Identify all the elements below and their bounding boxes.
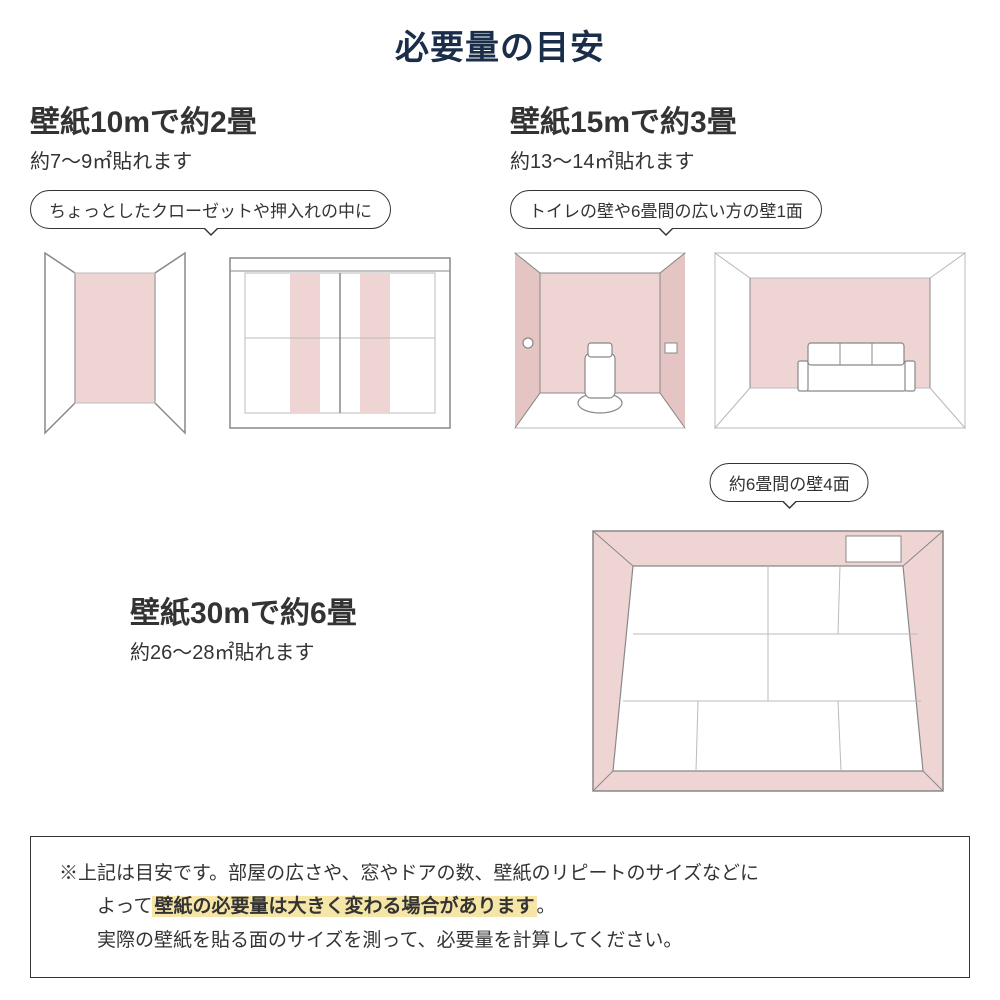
note-punct: 。 <box>537 896 556 917</box>
note-line3: 実際の壁紙を貼る面のサイズを測って、必要量を計算してください。 <box>59 924 941 957</box>
page-title: 必要量の目安 <box>30 20 970 69</box>
room-6jo-illustration <box>578 516 958 806</box>
section-15m: 壁紙15mで約3畳 約13～14㎡貼れます トイレの壁や6畳間の広い方の壁1面 <box>510 97 970 443</box>
oshiire-illustration <box>220 243 460 443</box>
illus-row-15m <box>510 243 970 443</box>
note-highlight: 壁紙の必要量は大きく変わる場合があります <box>152 896 536 917</box>
toilet-illustration <box>510 243 690 443</box>
section-10m: 壁紙10mで約2畳 約7～9㎡貼れます ちょっとしたクローゼットや押入れの中に <box>30 97 470 443</box>
living-wall-illustration <box>710 243 970 443</box>
bubble-10m: ちょっとしたクローゼットや押入れの中に <box>30 190 391 229</box>
heading-30m: 壁紙30mで約6畳 <box>130 588 535 632</box>
note-text-1a: ※上記は目安です。部屋の広さや、窓やドアの数、壁紙のリピートのサイズなどに <box>59 863 759 884</box>
bubble-15m: トイレの壁や6畳間の広い方の壁1面 <box>510 190 822 229</box>
sub-30m: 約26～28㎡貼れます <box>130 636 535 665</box>
sub-10m: 約7～9㎡貼れます <box>30 145 470 174</box>
top-row: 壁紙10mで約2畳 約7～9㎡貼れます ちょっとしたクローゼットや押入れの中に <box>30 97 970 443</box>
heading-15m: 壁紙15mで約3畳 <box>510 97 970 141</box>
section-30m: 壁紙30mで約6畳 約26～28㎡貼れます 約6畳間の壁4面 <box>30 463 970 806</box>
sub-15m: 約13～14㎡貼れます <box>510 145 970 174</box>
note-indent: よって <box>59 896 152 917</box>
illus-row-10m <box>30 243 470 443</box>
closet-illustration <box>30 243 200 443</box>
note-line2: よって壁紙の必要量は大きく変わる場合があります。 <box>59 890 941 923</box>
note-box: ※上記は目安です。部屋の広さや、窓やドアの数、壁紙のリピートのサイズなどに よっ… <box>30 836 970 978</box>
bubble-30m: 約6畳間の壁4面 <box>710 463 869 502</box>
heading-10m: 壁紙10mで約2畳 <box>30 97 470 141</box>
note-line1: ※上記は目安です。部屋の広さや、窓やドアの数、壁紙のリピートのサイズなどに <box>59 857 941 890</box>
